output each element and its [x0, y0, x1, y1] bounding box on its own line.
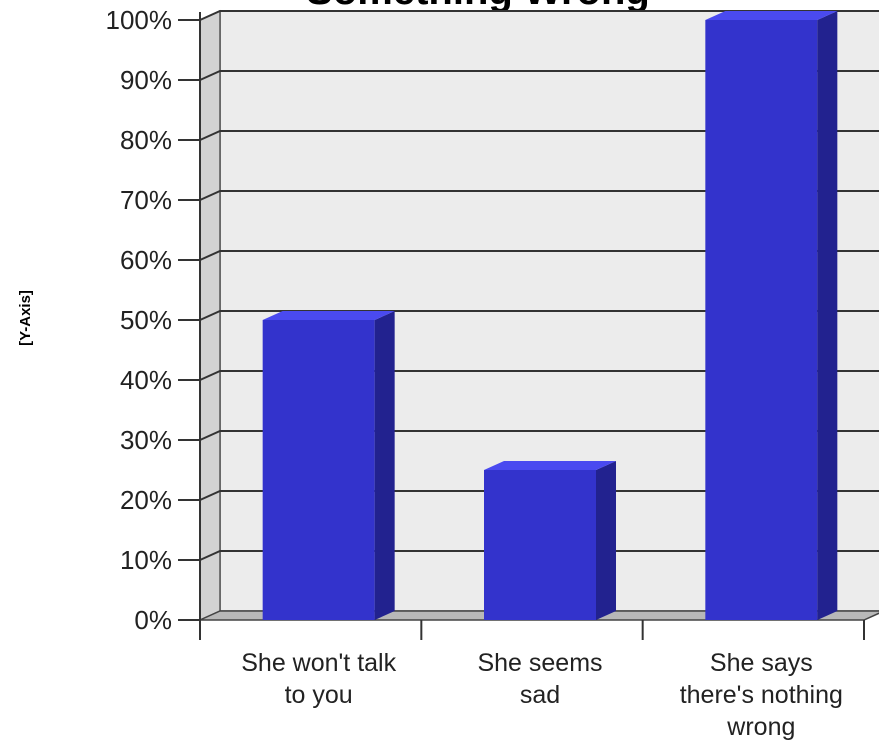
x-category-label: sad: [520, 681, 560, 709]
bar: [262, 311, 395, 620]
bar-side: [596, 461, 616, 620]
x-category-label: She won't talk: [241, 649, 396, 677]
gridline: [199, 130, 879, 141]
bar-front: [705, 20, 818, 620]
bar: [484, 461, 616, 620]
gridline: [199, 550, 879, 561]
gridline: [199, 70, 879, 81]
bar-top: [705, 11, 838, 20]
gridline: [199, 370, 879, 381]
gridline: [199, 490, 879, 501]
y-axis-label: [Y-Axis]: [17, 290, 34, 346]
y-tick-label: 90%: [120, 65, 172, 95]
x-category-label: She seems: [477, 649, 602, 677]
y-tick-label: 80%: [120, 125, 172, 155]
y-tick-label: 20%: [120, 485, 172, 515]
bar-side: [817, 11, 838, 620]
gridline: [199, 250, 879, 261]
y-tick-label: 10%: [120, 545, 172, 575]
gridline: [199, 430, 879, 441]
y-tick-label: 70%: [120, 185, 172, 215]
y-tick-label: 30%: [120, 425, 172, 455]
bar-front: [484, 470, 596, 620]
x-category-label: She says: [710, 649, 813, 677]
x-category-label: wrong: [726, 713, 795, 741]
bar: [705, 11, 838, 620]
bar-front: [262, 320, 375, 620]
gridline: [199, 310, 879, 321]
y-tick-label: 60%: [120, 245, 172, 275]
chart-title: Something Wrong: [306, 0, 650, 13]
y-tick-label: 40%: [120, 365, 172, 395]
bar-side: [374, 311, 395, 620]
gridline: [199, 10, 879, 21]
bar-top: [484, 461, 616, 470]
y-tick-label: 0%: [134, 605, 172, 635]
y-tick-label: 50%: [120, 305, 172, 335]
x-category-label: to you: [285, 681, 353, 709]
gridline: [199, 190, 879, 201]
x-category-label: there's nothing: [680, 681, 843, 709]
y-tick-label: 100%: [106, 5, 173, 35]
bar-top: [262, 311, 395, 320]
